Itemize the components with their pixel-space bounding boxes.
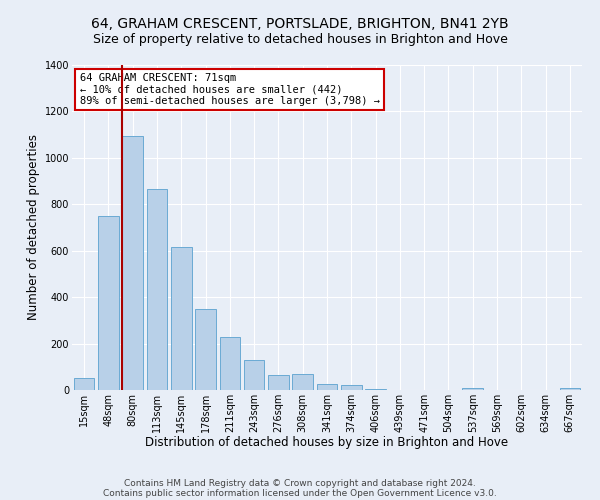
Bar (244, 360, 265, 390)
Bar (560, 388, 580, 390)
Bar (122, 136, 143, 390)
Bar (463, 388, 483, 390)
Bar (292, 374, 313, 390)
Bar (98, 216, 119, 390)
Bar (220, 337, 240, 390)
Text: Size of property relative to detached houses in Brighton and Hove: Size of property relative to detached ho… (92, 32, 508, 46)
Bar (268, 375, 289, 390)
Bar (365, 389, 386, 390)
Bar (146, 188, 167, 390)
Text: 64, GRAHAM CRESCENT, PORTSLADE, BRIGHTON, BN41 2YB: 64, GRAHAM CRESCENT, PORTSLADE, BRIGHTON… (91, 18, 509, 32)
Bar (171, 247, 191, 390)
Text: Contains public sector information licensed under the Open Government Licence v3: Contains public sector information licen… (103, 488, 497, 498)
Bar (341, 386, 362, 390)
Bar (74, 378, 94, 390)
Bar (317, 384, 337, 390)
Y-axis label: Number of detached properties: Number of detached properties (28, 134, 40, 320)
X-axis label: Distribution of detached houses by size in Brighton and Hove: Distribution of detached houses by size … (145, 436, 509, 450)
Text: 64 GRAHAM CRESCENT: 71sqm
← 10% of detached houses are smaller (442)
89% of semi: 64 GRAHAM CRESCENT: 71sqm ← 10% of detac… (80, 73, 380, 106)
Text: Contains HM Land Registry data © Crown copyright and database right 2024.: Contains HM Land Registry data © Crown c… (124, 478, 476, 488)
Bar (195, 309, 216, 390)
